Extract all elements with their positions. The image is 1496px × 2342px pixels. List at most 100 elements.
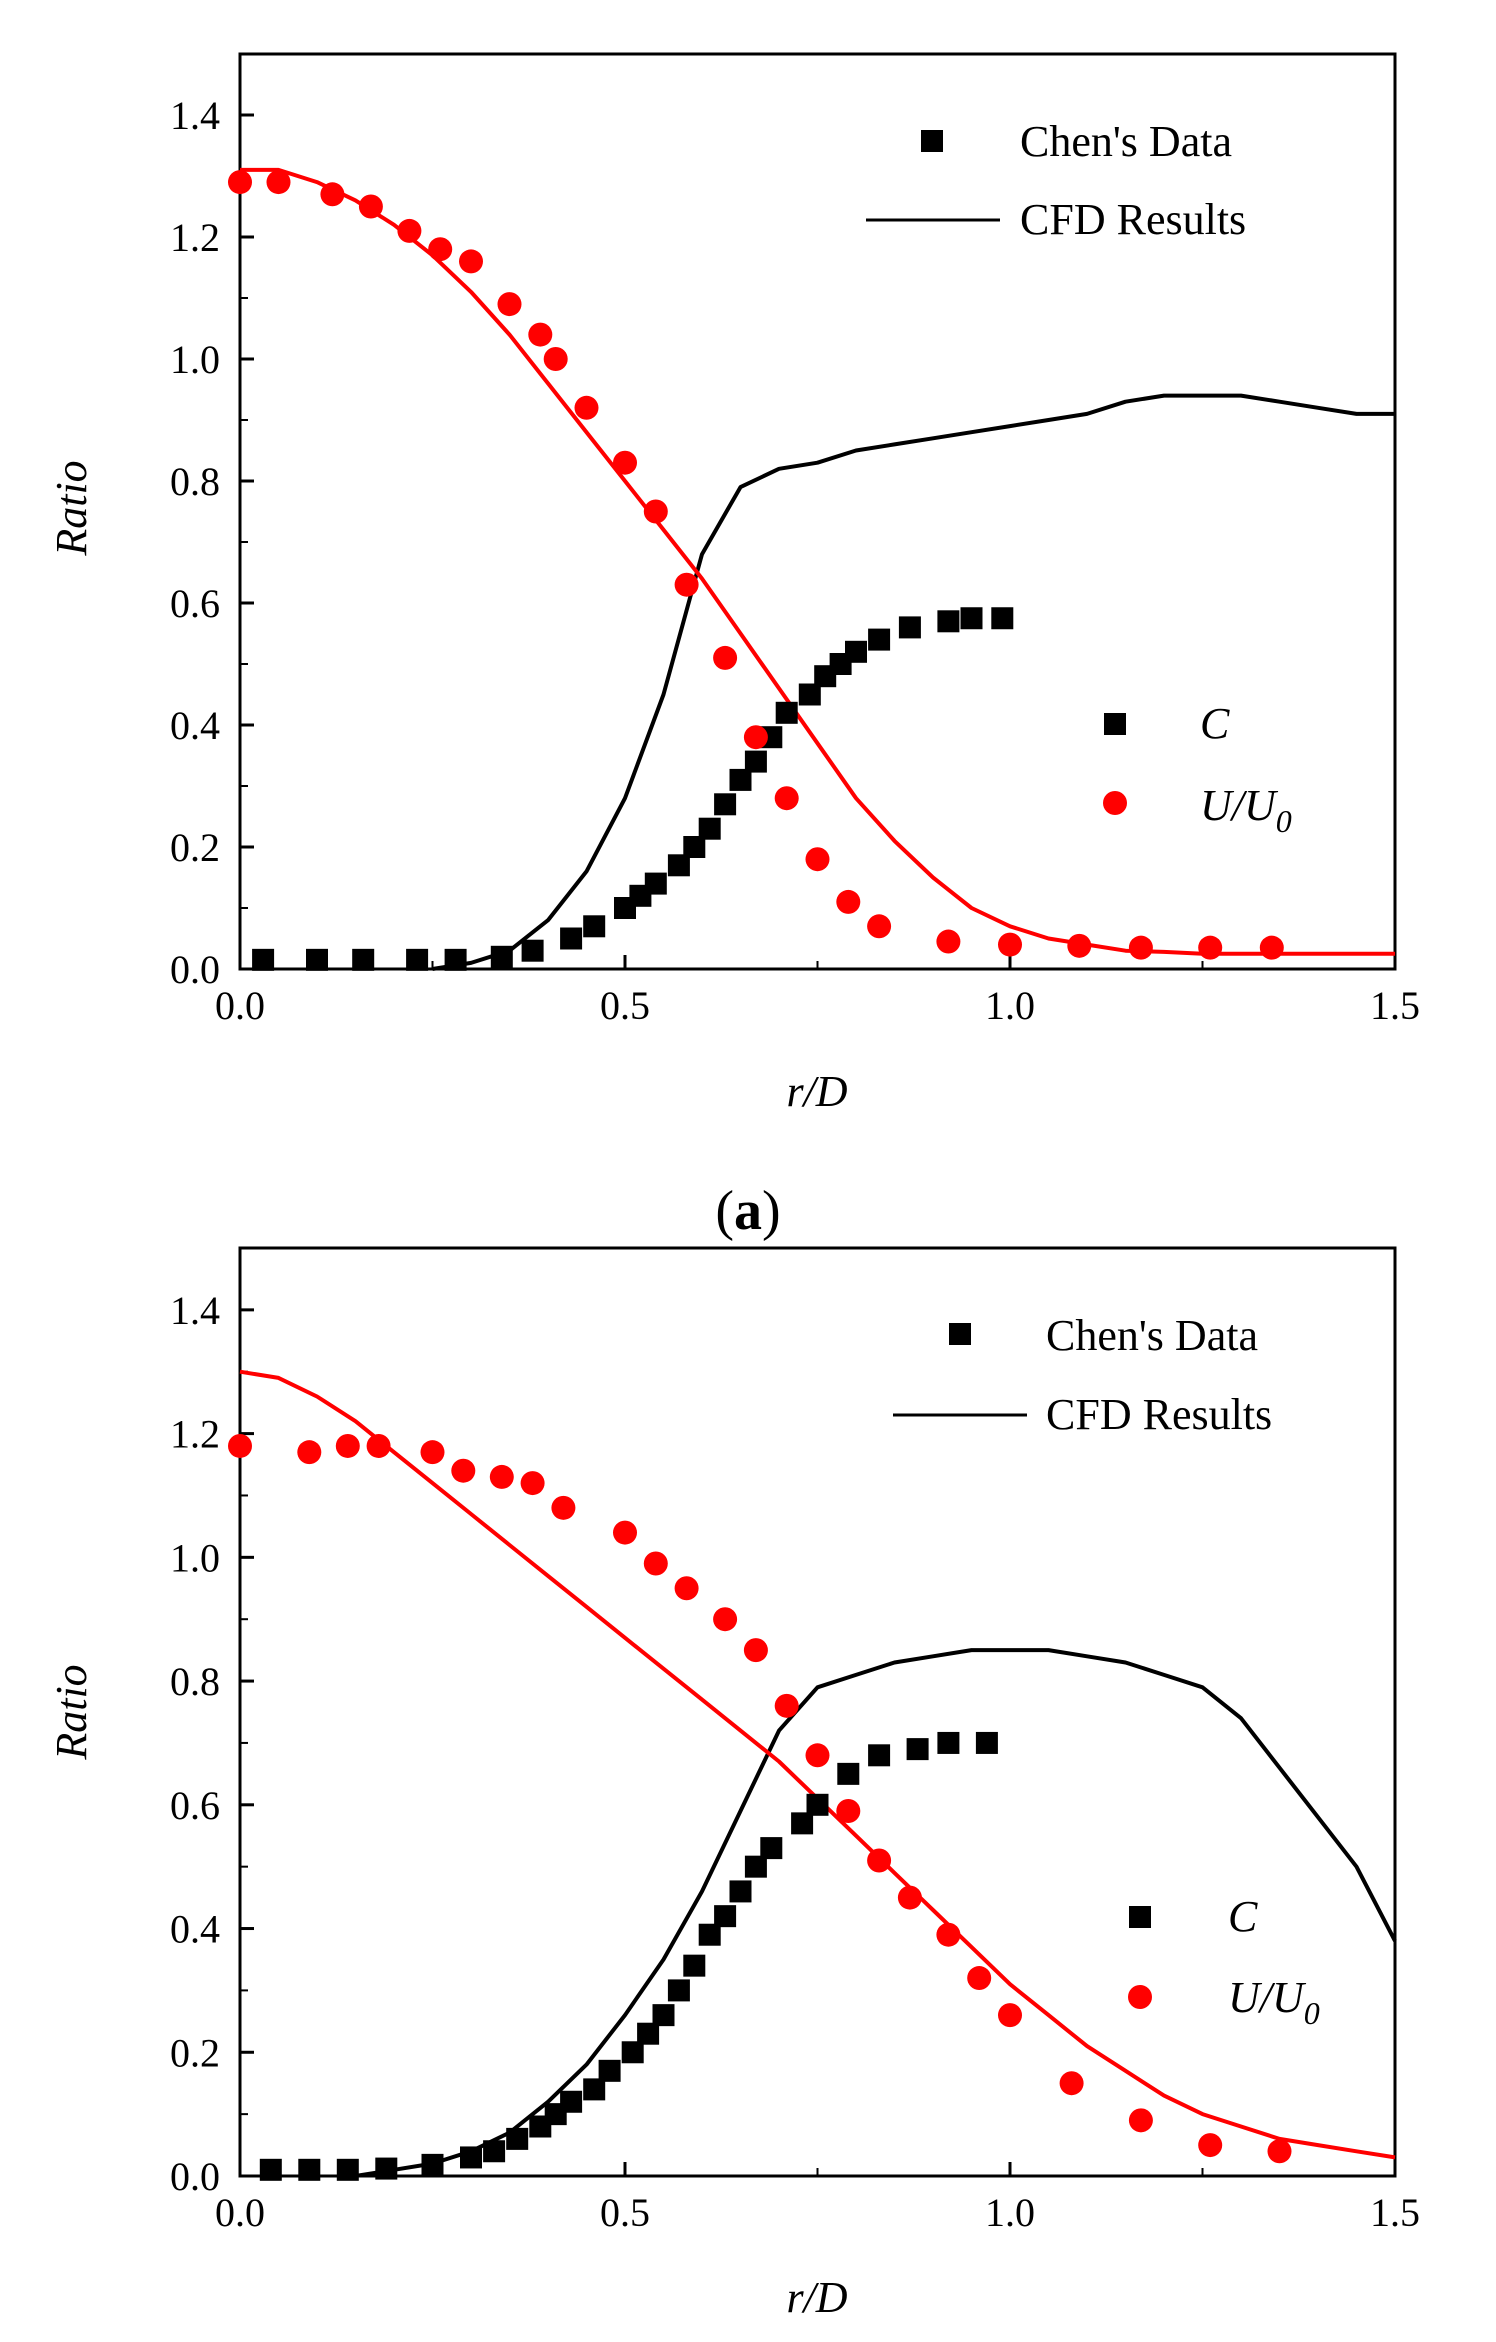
c-data-point-b bbox=[975, 1731, 998, 1754]
u-data-point-a bbox=[936, 929, 961, 954]
y-tick-label-b: 1.4 bbox=[170, 1288, 220, 1333]
c-data-point-b bbox=[598, 2059, 621, 2082]
y-tick-label-b: 0.0 bbox=[170, 2154, 220, 2199]
legend-u-marker-b bbox=[1128, 1985, 1152, 2009]
c-data-point-b bbox=[714, 1905, 737, 1928]
c-data-point-b bbox=[621, 2041, 644, 2064]
y-axis-title-a: Ratio bbox=[47, 460, 96, 556]
c-data-point-a bbox=[798, 683, 821, 706]
c-data-point-a bbox=[352, 948, 375, 971]
x-tick-label-b: 0.5 bbox=[600, 2190, 650, 2235]
c-data-point-b bbox=[937, 1731, 960, 1754]
legend-square-marker-b bbox=[949, 1323, 971, 1345]
u-data-point-a bbox=[674, 572, 699, 597]
plot-area-frame-b bbox=[238, 1246, 1397, 2178]
legend-u-label-a: U/U0 bbox=[1200, 781, 1292, 839]
c-data-point-b bbox=[483, 2140, 506, 2163]
u-data-point-a bbox=[1259, 935, 1284, 960]
c-data-point-a bbox=[744, 750, 767, 773]
c-data-point-a bbox=[845, 640, 867, 663]
x-axis-title-a: r/D bbox=[786, 1067, 847, 1116]
u-data-point-b bbox=[366, 1433, 391, 1458]
c-data-point-b bbox=[652, 2004, 675, 2027]
u-data-point-a bbox=[320, 182, 345, 207]
panel-label-a: (a) bbox=[715, 1180, 780, 1242]
c-data-point-a bbox=[868, 628, 891, 651]
legend-c-marker-a bbox=[1104, 713, 1126, 735]
c-data-point-a bbox=[775, 701, 798, 724]
c-data-point-b bbox=[837, 1762, 860, 1785]
u-data-point-a bbox=[774, 786, 799, 811]
u-data-point-a bbox=[428, 237, 453, 262]
y-tick-label-a: 0.8 bbox=[170, 459, 220, 504]
c-cfd-line-b bbox=[355, 1648, 1397, 2178]
c-data-point-b bbox=[460, 2146, 482, 2169]
y-tick-label-b: 0.6 bbox=[170, 1783, 220, 1828]
x-tick-label-a: 1.0 bbox=[985, 983, 1035, 1028]
c-data-point-a bbox=[644, 872, 667, 895]
c-data-point-a bbox=[898, 616, 921, 639]
legend-square-marker-a bbox=[921, 130, 943, 152]
cfd-lines-b bbox=[239, 1369, 1397, 2178]
u-data-point-b bbox=[613, 1520, 637, 1545]
y-tick-label-a: 0.0 bbox=[170, 947, 220, 992]
u-data-point-a bbox=[1067, 933, 1092, 958]
c-data-point-a bbox=[729, 768, 752, 791]
c-data-point-a bbox=[667, 854, 690, 877]
c-data-point-b bbox=[298, 2158, 321, 2181]
data-markers-b bbox=[228, 1433, 1292, 2181]
u-data-point-a bbox=[613, 450, 637, 475]
legend-cfd-results-label-b: CFD Results bbox=[1046, 1390, 1272, 1439]
u-data-point-b bbox=[836, 1798, 861, 1823]
u-data-point-b bbox=[335, 1433, 360, 1458]
legend-series-b: C U/U0 bbox=[1128, 1892, 1320, 2031]
u-data-point-a bbox=[266, 170, 291, 195]
legend-top-a: Chen's Data CFD Results bbox=[866, 117, 1246, 244]
u-data-point-b bbox=[674, 1576, 699, 1601]
y-tick-label-a: 0.2 bbox=[170, 825, 220, 870]
x-tick-label-a: 0.0 bbox=[215, 983, 265, 1028]
u-data-point-b bbox=[520, 1471, 545, 1496]
u-data-point-b bbox=[998, 2003, 1022, 2028]
y-tick-label-b: 0.4 bbox=[170, 1907, 220, 1952]
u-data-point-a bbox=[459, 249, 483, 274]
u-data-point-a bbox=[998, 932, 1022, 957]
y-axis-title-b: Ratio bbox=[47, 1664, 96, 1760]
y-tick-label-a: 1.0 bbox=[170, 337, 220, 382]
u-data-point-b bbox=[936, 1922, 961, 1947]
u-data-point-b bbox=[743, 1638, 768, 1663]
data-markers-a bbox=[228, 170, 1284, 971]
u-data-point-a bbox=[574, 395, 599, 420]
c-data-point-a bbox=[560, 927, 583, 950]
legend-c-label-a: C bbox=[1200, 699, 1230, 748]
legend-cfd-results-label-a: CFD Results bbox=[1020, 195, 1246, 244]
c-data-point-b bbox=[375, 2157, 398, 2180]
u-data-point-b bbox=[713, 1607, 738, 1632]
u-data-point-b bbox=[451, 1458, 476, 1483]
c-cfd-line-a bbox=[432, 393, 1395, 971]
c-data-point-b bbox=[259, 2158, 282, 2181]
c-data-point-a bbox=[252, 948, 275, 971]
legend-u-marker-a bbox=[1103, 791, 1127, 815]
c-data-point-b bbox=[560, 2090, 583, 2113]
x-axis-title-b: r/D bbox=[786, 2273, 847, 2322]
c-data-point-b bbox=[744, 1855, 767, 1878]
chart-panel-b: 0.0 0.5 1.0 1.5 0.0 0.2 0.4 0.6 0.8 1.0 1.2 1.4 Che… bbox=[47, 1246, 1420, 2322]
c-data-point-b bbox=[698, 1923, 721, 1946]
c-data-point-a bbox=[521, 939, 544, 962]
y-tick-label-b: 0.2 bbox=[170, 2030, 220, 2075]
u-data-point-b bbox=[967, 1966, 992, 1991]
c-data-point-b bbox=[667, 1979, 690, 2002]
c-data-point-a bbox=[583, 915, 606, 938]
c-data-point-a bbox=[991, 607, 1014, 630]
y-tick-label-a: 0.6 bbox=[170, 581, 220, 626]
u-data-point-a bbox=[543, 347, 568, 371]
u-data-point-b bbox=[551, 1495, 576, 1520]
legend-chens-data-label-b: Chen's Data bbox=[1046, 1311, 1258, 1360]
u-data-point-b bbox=[805, 1743, 830, 1768]
u-data-point-a bbox=[713, 645, 738, 670]
c-data-point-a bbox=[490, 945, 513, 968]
y-tick-label-a: 1.2 bbox=[170, 215, 220, 260]
u-data-point-b bbox=[297, 1440, 322, 1465]
u-data-point-b bbox=[228, 1433, 252, 1458]
